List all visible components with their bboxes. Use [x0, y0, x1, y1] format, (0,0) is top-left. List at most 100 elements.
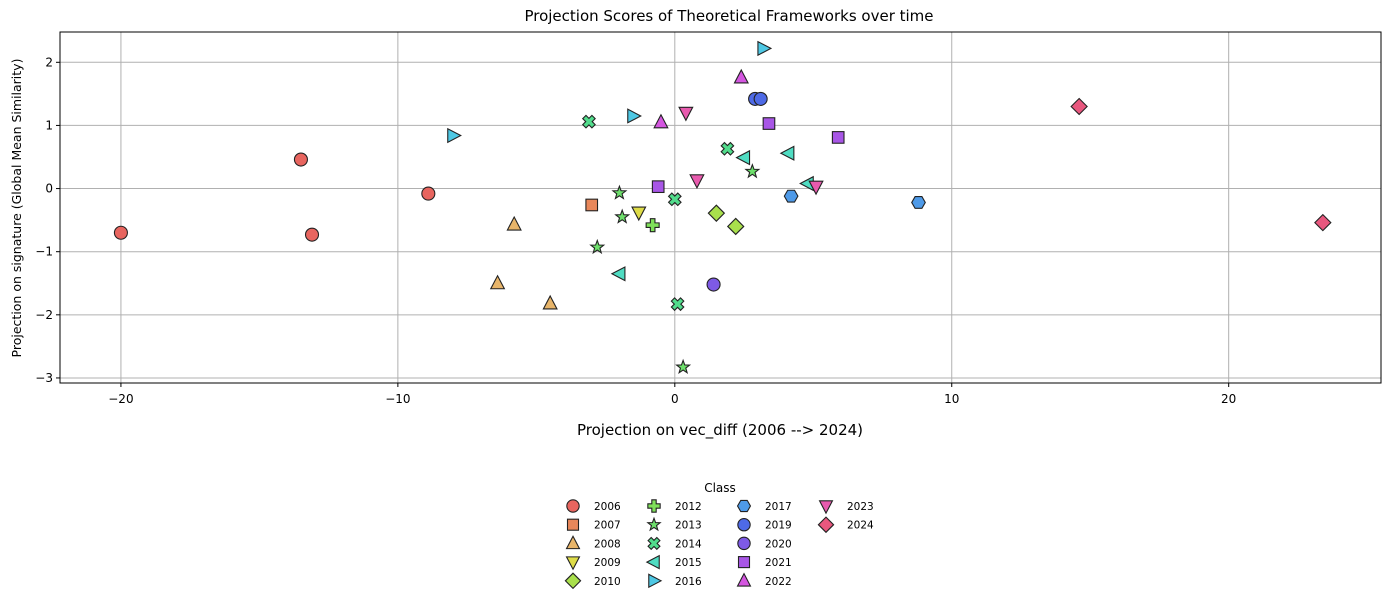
legend-item-2020: 2020: [737, 536, 792, 551]
legend-item-2017: 2017: [736, 499, 792, 513]
legend-marker: [737, 517, 751, 532]
grid-lines: [60, 32, 1381, 383]
data-point: [614, 208, 631, 224]
legend-item-2012: 2012: [647, 499, 702, 513]
legend-marker: [647, 536, 661, 551]
x-tick-label: 0: [671, 392, 679, 406]
y-axis-label: Projection on signature (Global Mean Sim…: [9, 59, 24, 358]
data-point: [653, 113, 669, 129]
legend-label: 2013: [675, 520, 702, 532]
legend-item-2015: 2015: [645, 554, 702, 570]
data-point: [689, 174, 705, 190]
legend-item-2010: 2010: [564, 572, 621, 590]
legend-item-2022: 2022: [736, 572, 792, 588]
legend-item-2016: 2016: [648, 573, 702, 589]
series-2016: [447, 40, 773, 144]
legend-marker: [736, 572, 752, 587]
y-tick-label: −3: [35, 371, 53, 385]
data-point: [726, 217, 745, 236]
legend-marker: [646, 516, 662, 532]
legend-label: 2020: [765, 538, 792, 550]
series-2012: [645, 218, 660, 233]
chart-title: Projection Scores of Theoretical Framewo…: [524, 7, 933, 25]
series-2009: [631, 206, 647, 222]
legend-label: 2022: [765, 576, 792, 588]
data-point: [706, 277, 721, 292]
legend-marker: [645, 554, 660, 570]
legend-marker: [818, 500, 834, 515]
legend-label: 2019: [765, 520, 792, 532]
legend-title: Class: [704, 481, 736, 495]
y-tick-label: −1: [35, 245, 53, 259]
data-point: [611, 184, 628, 200]
data-point: [735, 149, 751, 166]
legend-label: 2017: [765, 501, 792, 513]
legend-label: 2023: [847, 501, 874, 513]
legend-item-2021: 2021: [737, 556, 792, 569]
x-tick-label: −10: [385, 392, 410, 406]
legend-label: 2010: [594, 576, 621, 588]
legend-item-2019: 2019: [737, 517, 792, 532]
series-2014: [581, 114, 735, 312]
data-point: [304, 227, 320, 242]
data-point: [678, 106, 694, 122]
legend-marker: [565, 556, 581, 571]
legend-label: 2014: [675, 538, 702, 550]
series-2007: [585, 198, 599, 212]
legend-marker: [565, 535, 581, 550]
data-point: [631, 206, 647, 222]
data-point: [1070, 97, 1088, 116]
data-point: [762, 117, 776, 130]
data-point: [831, 131, 845, 144]
x-tick-label: 20: [1221, 392, 1236, 406]
series-2013: [589, 163, 761, 375]
series-2021: [651, 117, 845, 194]
series-2006: [113, 152, 436, 242]
data-point: [542, 294, 558, 310]
data-point: [707, 204, 726, 222]
legend-item-2009: 2009: [565, 556, 621, 571]
data-point: [744, 163, 761, 179]
data-point: [667, 192, 682, 207]
data-point: [585, 198, 599, 212]
data-point: [675, 358, 692, 375]
series-2020: [706, 277, 721, 292]
data-point: [421, 186, 436, 201]
y-tick-label: 0: [45, 182, 53, 196]
data-point: [610, 266, 626, 282]
data-point: [581, 114, 596, 129]
series-2023: [678, 106, 824, 196]
series-2010: [707, 204, 745, 236]
legend-marker: [736, 499, 752, 513]
y-tick-label: 1: [45, 118, 53, 132]
legend-label: 2008: [594, 538, 621, 550]
data-point: [757, 40, 773, 57]
legend-item-2013: 2013: [646, 516, 702, 532]
y-tick-label: 2: [45, 55, 53, 69]
legend-item-2023: 2023: [818, 500, 874, 515]
legend-item-2006: 2006: [566, 499, 621, 513]
legend-item-2014: 2014: [647, 536, 702, 551]
legend-label: 2016: [675, 576, 702, 588]
legend-item-2007: 2007: [566, 518, 621, 532]
data-points: [113, 40, 1332, 375]
data-point: [670, 297, 685, 312]
data-point: [720, 141, 735, 156]
x-tick-label: 10: [944, 392, 959, 406]
data-point: [911, 196, 926, 209]
series-2024: [1070, 97, 1332, 232]
legend-marker: [737, 536, 751, 551]
series-2017: [783, 189, 926, 209]
series-2008: [489, 215, 558, 310]
data-point: [779, 145, 795, 161]
legend-marker: [648, 573, 663, 589]
series-2015: [610, 145, 814, 282]
data-point: [627, 108, 642, 124]
data-point: [783, 189, 799, 203]
legend-label: 2024: [847, 520, 874, 532]
data-point: [753, 91, 768, 106]
legend-label: 2012: [675, 501, 702, 513]
legend-label: 2007: [594, 520, 621, 532]
data-point: [489, 274, 506, 290]
